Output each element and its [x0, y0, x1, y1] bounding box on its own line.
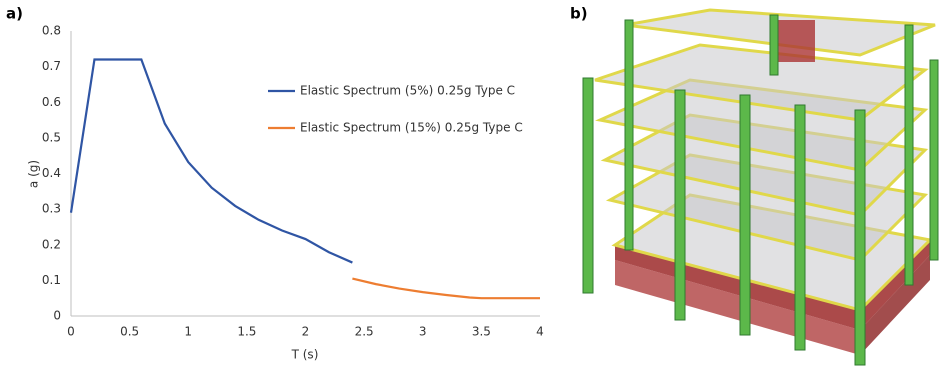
- y-tick-label: 0.1: [42, 273, 61, 287]
- panel-label: b): [570, 5, 588, 23]
- y-tick-label: 0.4: [42, 166, 61, 180]
- building-model: [583, 10, 938, 365]
- x-tick-label: 2.5: [355, 325, 374, 339]
- figure: a) b) T (s) a (g) 0 0.1 0.2 0.3 0.4 0.5 0.6: [0, 0, 952, 369]
- y-axis-label: a (g): [27, 160, 41, 188]
- series-line: [352, 279, 540, 299]
- y-tick-label: 0.7: [42, 59, 61, 73]
- y-tick-label: 0.3: [42, 202, 61, 216]
- x-tick-label: 0: [67, 325, 75, 339]
- y-tick-label: 0: [53, 309, 61, 323]
- x-tick-label: 1: [184, 325, 192, 339]
- legend-label: Elastic Spectrum (5%) 0.25g Type C: [300, 84, 515, 98]
- x-tick-label: 2: [302, 325, 310, 339]
- x-axis-label: T (s): [291, 348, 319, 362]
- y-tick-label: 0.2: [42, 237, 61, 251]
- y-tick-label: 0.8: [42, 24, 61, 38]
- x-tick-label: 3: [419, 325, 427, 339]
- legend-label: Elastic Spectrum (15%) 0.25g Type C: [300, 121, 523, 135]
- panel-label: a): [6, 5, 23, 23]
- x-tick-label: 4: [536, 325, 544, 339]
- x-tick-label: 0.5: [120, 325, 139, 339]
- x-tick-label: 1.5: [237, 325, 256, 339]
- x-tick-label: 3.5: [472, 325, 491, 339]
- y-tick-label: 0.5: [42, 130, 61, 144]
- y-tick-label: 0.6: [42, 95, 61, 109]
